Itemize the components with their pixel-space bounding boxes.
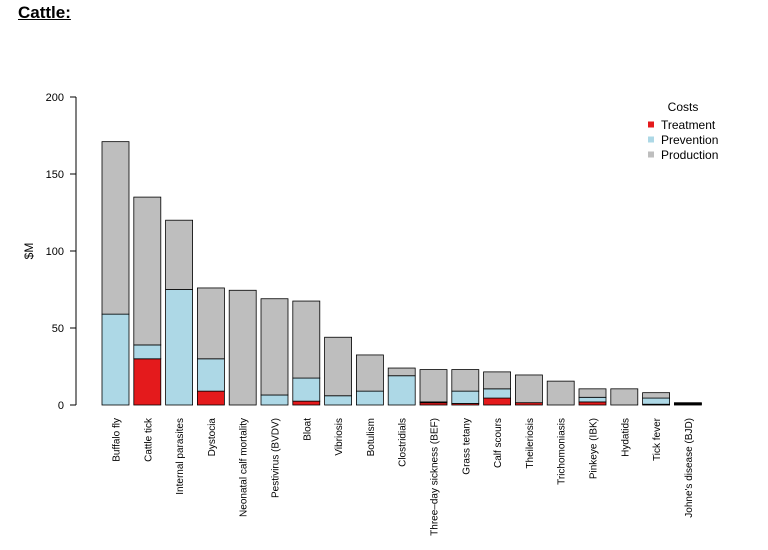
legend-label-prevention: Prevention — [661, 133, 718, 147]
bar-clostridials — [387, 367, 416, 406]
bar-segment-prevention — [483, 388, 512, 399]
bar-segment-production — [324, 336, 353, 397]
legend-label-treatment: Treatment — [661, 118, 716, 132]
x-tick-label: Botulism — [366, 418, 377, 456]
bar-segment-treatment — [292, 400, 321, 406]
bar-segment-prevention — [101, 313, 130, 406]
bar-buffalo-fly — [101, 141, 130, 406]
bar-segment-production — [355, 354, 384, 392]
legend-swatch-prevention — [648, 136, 654, 143]
bar-segment-production — [483, 371, 512, 390]
bars-group — [101, 141, 702, 406]
bar-segment-production — [260, 298, 289, 396]
bar-segment-prevention — [196, 358, 225, 392]
x-tick-label: Dystocia — [207, 418, 218, 457]
bar-segment-prevention — [260, 394, 289, 406]
bar-calf-scours — [483, 371, 512, 406]
bar-segment-production — [674, 402, 702, 404]
x-tick-label: Cattle tick — [143, 417, 154, 462]
legend-title: Costs — [668, 100, 699, 114]
bar-dystocia — [196, 287, 225, 406]
x-tick-label: Internal parasites — [175, 418, 186, 495]
legend-swatch-production — [648, 151, 654, 158]
x-tick-label: Johne's disease (BJD) — [684, 418, 695, 518]
bar-segment-production — [196, 287, 225, 360]
x-tick-label: Trichomoniasis — [557, 418, 568, 485]
bar-trichomoniasis — [546, 380, 575, 406]
y-tick-label: 150 — [46, 169, 64, 181]
x-tick-label: Hydatids — [620, 418, 631, 457]
bar-botulism — [355, 354, 384, 406]
bar-segment-production — [101, 141, 130, 315]
x-tick-label: Pestivirus (BVDV) — [271, 418, 282, 498]
bar-internal-parasites — [165, 219, 194, 406]
bar-segment-production — [642, 392, 670, 399]
bar-segment-prevention — [578, 396, 607, 403]
bar-segment-prevention — [133, 344, 162, 360]
y-axis-label: $M — [22, 243, 36, 260]
y-tick-label: 0 — [58, 400, 64, 412]
x-tick-label: Three–day sickness (BEF) — [430, 418, 441, 536]
y-tick-label: 200 — [46, 92, 64, 104]
bar-segment-prevention — [355, 390, 384, 406]
bar-segment-production — [133, 196, 162, 346]
y-tick-label: 50 — [52, 323, 64, 335]
y-tick-label: 100 — [46, 246, 64, 258]
bar-segment-production — [228, 289, 257, 406]
bar-vibriosis — [324, 336, 353, 406]
bar-segment-treatment — [133, 358, 162, 406]
bar-grass-tetany — [451, 369, 480, 406]
bar-tick-fever — [642, 392, 670, 406]
bar-segment-production — [546, 380, 575, 406]
bar-segment-prevention — [165, 289, 194, 406]
page-heading: Cattle: — [18, 3, 71, 22]
bar-segment-production — [292, 300, 321, 379]
bar-three-day-sickness-bef — [419, 369, 448, 406]
bar-cattle-tick — [133, 196, 162, 406]
x-tick-label: Neonatal calf mortality — [239, 418, 250, 517]
bar-segment-production — [451, 369, 480, 392]
legend-swatch-treatment — [648, 121, 654, 128]
bar-segment-production — [515, 374, 543, 404]
x-tick-label: Tick fever — [652, 417, 663, 461]
bar-segment-production — [387, 367, 416, 377]
bar-neonatal-calf-mortality — [228, 289, 257, 406]
bar-segment-production — [165, 219, 194, 290]
bar-segment-prevention — [451, 390, 480, 404]
bar-pinkeye-ibk — [578, 388, 607, 406]
bar-segment-production — [419, 369, 448, 403]
bar-segment-prevention — [387, 375, 416, 406]
bar-segment-production — [610, 388, 639, 406]
bar-pestivirus-bvdv — [260, 298, 289, 406]
bar-segment-treatment — [196, 390, 225, 406]
x-tick-label: Bloat — [302, 418, 313, 441]
y-axis: 0 50 100 150 200 — [46, 92, 77, 412]
bar-theileriosis — [515, 374, 543, 406]
legend-label-production: Production — [661, 148, 718, 162]
x-tick-label: Calf scours — [493, 418, 504, 468]
bar-segment-prevention — [292, 377, 321, 402]
bar-segment-treatment — [578, 401, 607, 406]
bar-hydatids — [610, 388, 639, 406]
x-tick-label: Grass tetany — [461, 418, 472, 475]
x-tick-label: Pinkeye (IBK) — [589, 418, 600, 479]
bar-segment-treatment — [483, 397, 512, 406]
x-axis-labels: Buffalo fly Cattle tick Internal parasites… — [112, 417, 695, 536]
bar-johne-s-disease-bjd — [674, 402, 702, 406]
bar-segment-prevention — [642, 397, 670, 405]
x-tick-label: Buffalo fly — [112, 418, 123, 462]
bar-segment-prevention — [324, 395, 353, 406]
x-tick-label: Vibriosis — [334, 418, 345, 456]
x-tick-label: Clostridials — [398, 418, 409, 467]
bar-segment-production — [578, 388, 607, 398]
x-tick-label: Theileriosis — [525, 418, 536, 469]
bar-bloat — [292, 300, 321, 406]
